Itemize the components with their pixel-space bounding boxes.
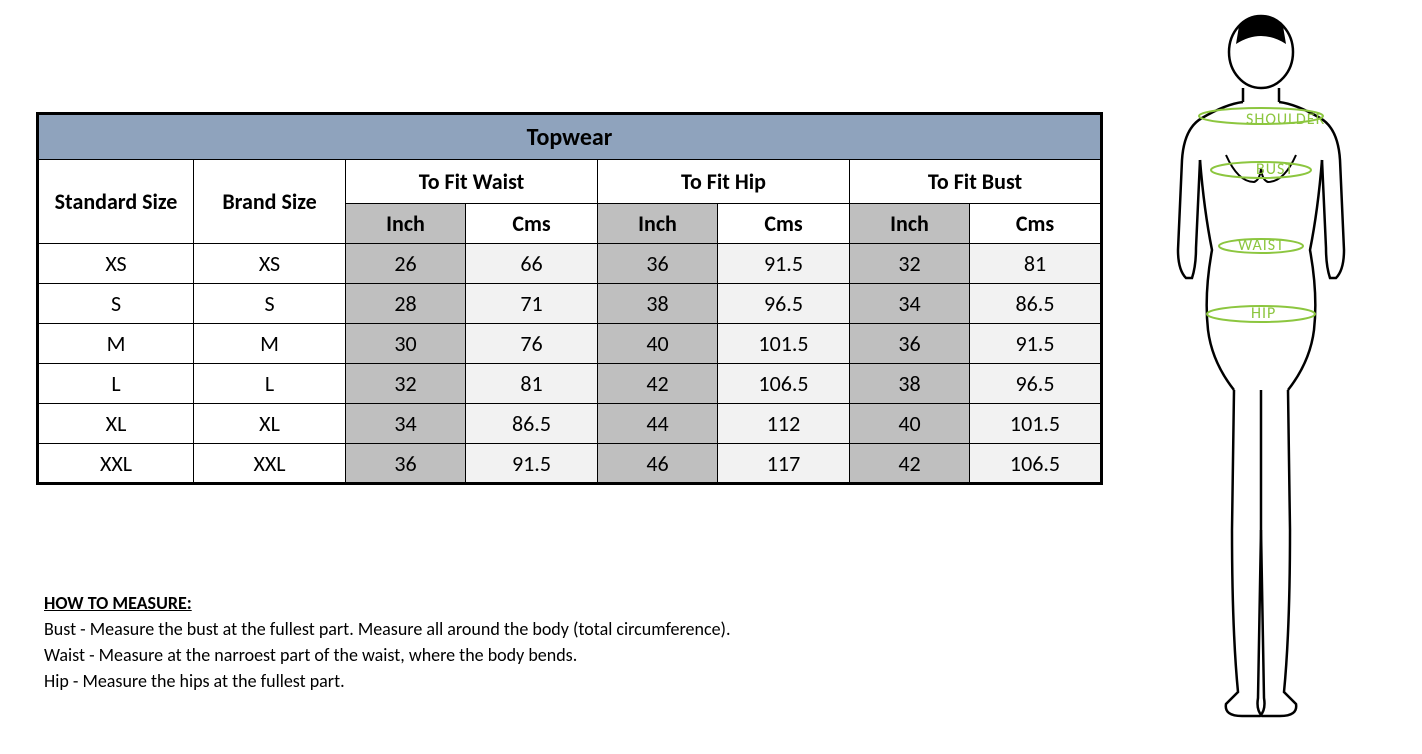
- cell-brand: XL: [194, 404, 346, 444]
- cell-waist-inch: 28: [346, 284, 466, 324]
- cell-hip-inch: 36: [598, 244, 718, 284]
- cell-waist-inch: 30: [346, 324, 466, 364]
- cell-waist-cms: 81: [466, 364, 598, 404]
- cell-hip-cms: 112: [718, 404, 850, 444]
- cell-bust-cms: 101.5: [970, 404, 1102, 444]
- figure-label-hip: HIP: [1251, 304, 1276, 323]
- cell-standard: XXL: [38, 444, 194, 484]
- col-standard-size: Standard Size: [38, 160, 194, 244]
- table-row: XSXS26663691.53281: [38, 244, 1102, 284]
- cell-brand: XS: [194, 244, 346, 284]
- cell-bust-cms: 96.5: [970, 364, 1102, 404]
- cell-bust-cms: 86.5: [970, 284, 1102, 324]
- cell-standard: XS: [38, 244, 194, 284]
- body-measurement-figure: SHOULDER BUST WAIST HIP: [1126, 10, 1396, 740]
- cell-bust-inch: 42: [850, 444, 970, 484]
- cell-brand: XXL: [194, 444, 346, 484]
- table-row: SS28713896.53486.5: [38, 284, 1102, 324]
- col-brand-size: Brand Size: [194, 160, 346, 244]
- instructions-line: Hip - Measure the hips at the fullest pa…: [44, 668, 944, 694]
- cell-hip-inch: 38: [598, 284, 718, 324]
- instructions-heading: HOW TO MEASURE:: [44, 590, 944, 616]
- table-title: Topwear: [38, 114, 1102, 160]
- table-row: MM307640101.53691.5: [38, 324, 1102, 364]
- cell-hip-inch: 44: [598, 404, 718, 444]
- cell-hip-cms: 96.5: [718, 284, 850, 324]
- topwear-table: Topwear Standard Size Brand Size To Fit …: [36, 112, 1103, 485]
- cell-hip-cms: 101.5: [718, 324, 850, 364]
- cell-waist-cms: 71: [466, 284, 598, 324]
- cell-bust-inch: 38: [850, 364, 970, 404]
- col-group-hip: To Fit Hip: [598, 160, 850, 204]
- cell-bust-inch: 34: [850, 284, 970, 324]
- cell-standard: L: [38, 364, 194, 404]
- col-hip-cms: Cms: [718, 204, 850, 244]
- instructions-line: Bust - Measure the bust at the fullest p…: [44, 616, 944, 642]
- cell-bust-cms: 91.5: [970, 324, 1102, 364]
- cell-waist-inch: 36: [346, 444, 466, 484]
- cell-hip-cms: 91.5: [718, 244, 850, 284]
- figure-label-bust: BUST: [1256, 160, 1294, 179]
- cell-waist-inch: 26: [346, 244, 466, 284]
- col-bust-inch: Inch: [850, 204, 970, 244]
- cell-hip-cms: 106.5: [718, 364, 850, 404]
- cell-bust-inch: 32: [850, 244, 970, 284]
- cell-hip-inch: 40: [598, 324, 718, 364]
- cell-hip-inch: 46: [598, 444, 718, 484]
- col-group-waist: To Fit Waist: [346, 160, 598, 204]
- instructions-line: Waist - Measure at the narroest part of …: [44, 642, 944, 668]
- col-group-bust: To Fit Bust: [850, 160, 1102, 204]
- cell-waist-cms: 91.5: [466, 444, 598, 484]
- cell-waist-cms: 66: [466, 244, 598, 284]
- cell-hip-inch: 42: [598, 364, 718, 404]
- size-chart-table: Topwear Standard Size Brand Size To Fit …: [36, 112, 1103, 485]
- cell-waist-inch: 32: [346, 364, 466, 404]
- cell-brand: S: [194, 284, 346, 324]
- table-row: XLXL3486.54411240101.5: [38, 404, 1102, 444]
- figure-label-shoulder: SHOULDER: [1246, 110, 1325, 129]
- col-waist-inch: Inch: [346, 204, 466, 244]
- cell-standard: XL: [38, 404, 194, 444]
- cell-brand: L: [194, 364, 346, 404]
- cell-bust-inch: 36: [850, 324, 970, 364]
- col-hip-inch: Inch: [598, 204, 718, 244]
- cell-standard: S: [38, 284, 194, 324]
- how-to-measure: HOW TO MEASURE: Bust - Measure the bust …: [44, 590, 944, 694]
- cell-bust-cms: 81: [970, 244, 1102, 284]
- cell-waist-cms: 86.5: [466, 404, 598, 444]
- table-row: LL328142106.53896.5: [38, 364, 1102, 404]
- cell-standard: M: [38, 324, 194, 364]
- cell-hip-cms: 117: [718, 444, 850, 484]
- table-row: XXLXXL3691.54611742106.5: [38, 444, 1102, 484]
- cell-bust-cms: 106.5: [970, 444, 1102, 484]
- col-waist-cms: Cms: [466, 204, 598, 244]
- cell-waist-cms: 76: [466, 324, 598, 364]
- cell-waist-inch: 34: [346, 404, 466, 444]
- cell-brand: M: [194, 324, 346, 364]
- cell-bust-inch: 40: [850, 404, 970, 444]
- figure-label-waist: WAIST: [1238, 236, 1285, 255]
- col-bust-cms: Cms: [970, 204, 1102, 244]
